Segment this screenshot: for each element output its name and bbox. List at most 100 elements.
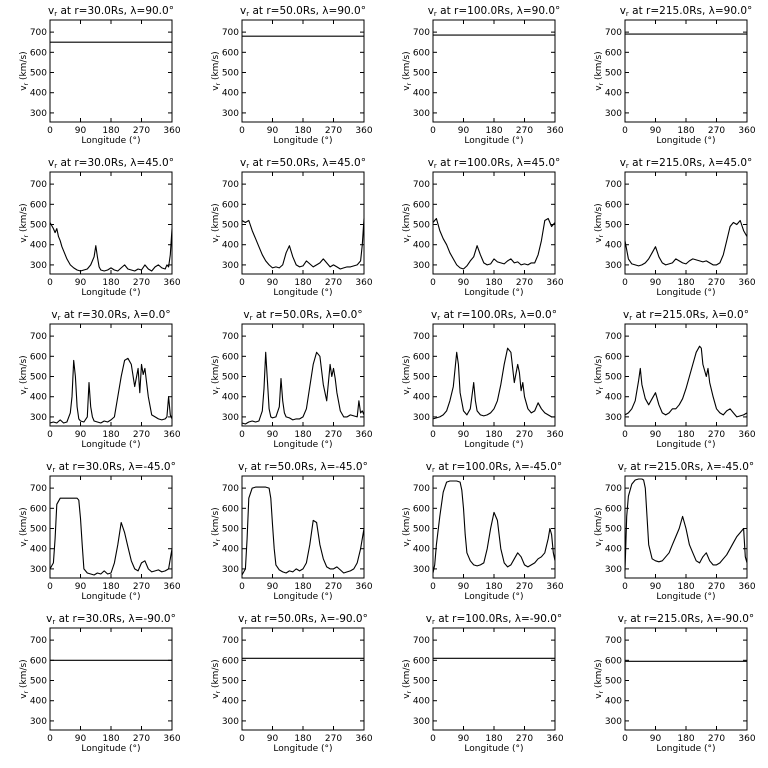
y-tick-label: 700 bbox=[413, 484, 430, 494]
y-tick-label: 400 bbox=[222, 545, 239, 555]
panel-title: vr at r=100.0Rs, λ=-45.0° bbox=[426, 461, 562, 474]
x-tick-label: 270 bbox=[325, 278, 342, 288]
y-tick-label: 400 bbox=[30, 393, 47, 403]
y-tick-label: 500 bbox=[222, 525, 239, 535]
x-tick-label: 0 bbox=[239, 430, 245, 440]
y-axis-label: vr (km/s) bbox=[211, 659, 222, 698]
y-axis-label: vr (km/s) bbox=[402, 659, 413, 698]
x-axis-label: Longitude (°) bbox=[81, 592, 140, 602]
y-axis-label: vr (km/s) bbox=[402, 355, 413, 394]
y-tick-label: 600 bbox=[605, 656, 622, 666]
x-tick-label: 180 bbox=[102, 126, 119, 136]
y-axis-label: vr (km/s) bbox=[19, 659, 30, 698]
y-tick-label: 500 bbox=[413, 373, 430, 383]
y-tick-label: 600 bbox=[413, 48, 430, 58]
y-tick-label: 700 bbox=[605, 28, 622, 38]
x-tick-label: 0 bbox=[622, 734, 628, 744]
panel-title: vr at r=30.0Rs, λ=-45.0° bbox=[46, 461, 176, 474]
x-tick-label: 180 bbox=[485, 582, 502, 592]
y-tick-label: 400 bbox=[605, 697, 622, 707]
y-tick-label: 600 bbox=[30, 352, 47, 362]
series-line bbox=[432, 217, 556, 270]
y-tick-label: 300 bbox=[30, 565, 47, 575]
x-tick-label: 0 bbox=[47, 126, 53, 136]
y-tick-label: 600 bbox=[222, 200, 239, 210]
x-tick-label: 270 bbox=[325, 582, 342, 592]
y-axis-label: vr (km/s) bbox=[211, 355, 222, 394]
x-axis-label: Longitude (°) bbox=[464, 288, 523, 298]
y-tick-label: 300 bbox=[222, 109, 239, 119]
y-tick-label: 600 bbox=[222, 656, 239, 666]
plot-frame bbox=[432, 323, 556, 427]
y-tick-label: 700 bbox=[222, 484, 239, 494]
y-tick-label: 500 bbox=[30, 677, 47, 687]
x-axis-label: Longitude (°) bbox=[81, 744, 140, 754]
y-tick-label: 400 bbox=[222, 393, 239, 403]
x-tick-label: 0 bbox=[47, 734, 53, 744]
y-tick-label: 600 bbox=[605, 352, 622, 362]
x-tick-label: 180 bbox=[294, 582, 311, 592]
y-tick-label: 400 bbox=[413, 89, 430, 99]
x-tick-label: 0 bbox=[47, 278, 53, 288]
y-tick-label: 600 bbox=[605, 200, 622, 210]
x-tick-label: 180 bbox=[677, 430, 694, 440]
x-tick-label: 360 bbox=[738, 734, 755, 744]
x-tick-label: 360 bbox=[546, 734, 563, 744]
y-axis-label: vr (km/s) bbox=[19, 507, 30, 546]
x-axis-label: Longitude (°) bbox=[273, 136, 332, 146]
series-line bbox=[432, 347, 555, 420]
panel-title: vr at r=100.0Rs, λ=45.0° bbox=[428, 157, 561, 170]
y-axis-label: vr (km/s) bbox=[402, 507, 413, 546]
x-axis-label: Longitude (°) bbox=[464, 744, 523, 754]
x-tick-label: 180 bbox=[677, 734, 694, 744]
x-axis-label: Longitude (°) bbox=[656, 592, 715, 602]
x-tick-label: 180 bbox=[677, 582, 694, 592]
x-tick-label: 270 bbox=[708, 278, 725, 288]
x-tick-label: 0 bbox=[622, 582, 628, 592]
x-tick-label: 270 bbox=[516, 278, 533, 288]
x-tick-label: 180 bbox=[294, 430, 311, 440]
plot-frame bbox=[49, 323, 173, 427]
panel-title: vr at r=30.0Rs, λ=45.0° bbox=[48, 157, 174, 170]
x-tick-label: 0 bbox=[47, 582, 53, 592]
y-tick-label: 400 bbox=[222, 89, 239, 99]
x-axis-label: Longitude (°) bbox=[464, 136, 523, 146]
x-tick-label: 180 bbox=[485, 430, 502, 440]
y-tick-label: 700 bbox=[222, 180, 239, 190]
x-tick-label: 0 bbox=[430, 734, 436, 744]
chart-panel-r5-c1: 0 90 180 270 360 300 400 500 600 700 vr at r=30.0R… bbox=[19, 613, 181, 754]
plot-frame bbox=[49, 475, 173, 579]
x-tick-label: 90 bbox=[75, 126, 87, 136]
y-tick-label: 500 bbox=[605, 69, 622, 79]
y-tick-label: 400 bbox=[30, 697, 47, 707]
y-tick-label: 300 bbox=[30, 413, 47, 423]
x-tick-label: 180 bbox=[294, 734, 311, 744]
x-tick-label: 90 bbox=[267, 582, 279, 592]
series-line bbox=[624, 345, 748, 418]
x-tick-label: 360 bbox=[546, 126, 563, 136]
x-tick-label: 180 bbox=[102, 430, 119, 440]
y-tick-label: 400 bbox=[605, 393, 622, 403]
chart-panel-r3-c1: 0 90 180 270 360 300 400 500 600 700 vr at r=30.0R… bbox=[19, 309, 181, 450]
panel-title: vr at r=30.0Rs, λ=0.0° bbox=[51, 309, 170, 322]
panel-title: vr at r=215.0Rs, λ=-90.0° bbox=[618, 613, 754, 626]
x-tick-label: 90 bbox=[75, 278, 87, 288]
y-tick-label: 400 bbox=[30, 89, 47, 99]
plot-frame bbox=[624, 627, 748, 731]
x-tick-label: 270 bbox=[708, 582, 725, 592]
y-tick-label: 400 bbox=[413, 393, 430, 403]
x-axis-label: Longitude (°) bbox=[273, 440, 332, 450]
y-tick-label: 300 bbox=[413, 413, 430, 423]
y-tick-label: 600 bbox=[605, 504, 622, 514]
y-tick-label: 500 bbox=[30, 69, 47, 79]
y-tick-label: 700 bbox=[605, 332, 622, 342]
y-tick-label: 300 bbox=[605, 109, 622, 119]
panel-title: vr at r=100.0Rs, λ=0.0° bbox=[431, 309, 557, 322]
series-line bbox=[49, 357, 173, 424]
y-axis-label: vr (km/s) bbox=[594, 51, 605, 90]
y-tick-label: 600 bbox=[222, 352, 239, 362]
x-tick-label: 0 bbox=[239, 126, 245, 136]
y-tick-label: 300 bbox=[30, 261, 47, 271]
x-tick-label: 270 bbox=[133, 430, 150, 440]
